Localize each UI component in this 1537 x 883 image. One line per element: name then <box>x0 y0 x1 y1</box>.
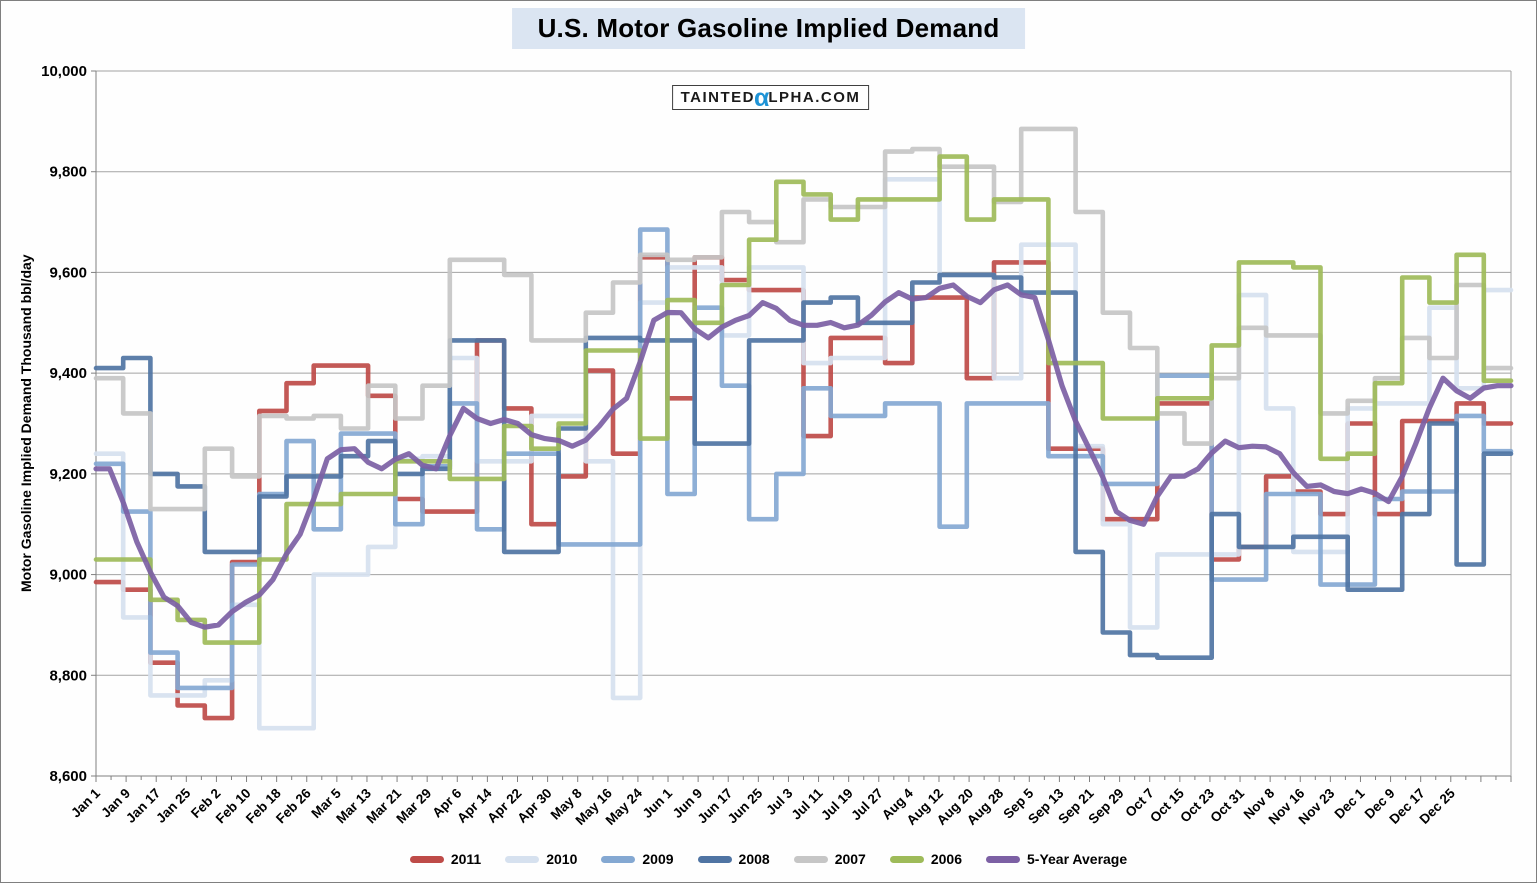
legend-swatch <box>986 855 1020 863</box>
legend-item-5-Year Average: 5-Year Average <box>986 851 1127 867</box>
x-tick-label: Jun 1 <box>640 785 676 821</box>
series-line-2010 <box>93 177 1514 731</box>
legend-label: 2009 <box>642 851 674 867</box>
legend-swatch <box>889 855 924 863</box>
series-line-2007 <box>93 126 1514 512</box>
series-line-2006 <box>93 154 1514 645</box>
series-line-5-Year Average <box>93 282 1514 630</box>
legend-label: 2007 <box>834 851 866 867</box>
chart-title: U.S. Motor Gasoline Implied Demand <box>511 8 1026 49</box>
x-tick-label: Jun 25 <box>725 785 766 826</box>
x-tick-label: Feb 26 <box>273 785 314 826</box>
series-line-2011 <box>93 255 1514 721</box>
x-tick-label: Jul 27 <box>848 786 886 824</box>
y-tick-label: 9,600 <box>49 264 87 281</box>
y-tick-label: 9,400 <box>49 365 87 382</box>
x-tick-label: Jan 1 <box>68 785 103 820</box>
y-tick-label: 10,000 <box>41 63 87 80</box>
legend-item-2008: 2008 <box>697 851 770 867</box>
legend-label: 2008 <box>738 851 770 867</box>
legend-label: 2006 <box>930 851 962 867</box>
legend-item-2010: 2010 <box>505 851 577 867</box>
legend-swatch <box>601 855 636 863</box>
chart-legend: 2011 2010 2009 2008 2007 2006 5-Year Average <box>1 846 1536 872</box>
x-tick-label: Dec 1 <box>1332 785 1368 821</box>
x-tick-label: Jan 25 <box>153 785 194 826</box>
legend-swatch <box>793 855 828 863</box>
legend-item-2006: 2006 <box>889 851 962 867</box>
y-tick-label: 9,200 <box>49 466 87 483</box>
x-tick-label: Jul 19 <box>818 786 856 824</box>
watermark-text-post: LPHA.COM <box>768 89 861 106</box>
y-tick-label: 8,600 <box>49 768 87 785</box>
legend-swatch <box>697 855 732 863</box>
legend-label: 2010 <box>546 851 578 867</box>
y-tick-label: 9,800 <box>49 164 87 181</box>
x-tick-label: Oct 31 <box>1207 785 1247 825</box>
y-tick-label: 9,000 <box>49 567 87 584</box>
legend-item-2007: 2007 <box>793 851 866 867</box>
y-tick-label: 8,800 <box>49 667 87 684</box>
legend-item-2011: 2011 <box>409 851 482 867</box>
x-tick-label: Jul 11 <box>789 785 826 822</box>
series-line-2009 <box>93 227 1514 691</box>
watermark-logo: TAINTED α LPHA.COM <box>671 83 870 112</box>
legend-label: 2011 <box>450 851 482 867</box>
x-tick-label: Apr 30 <box>514 786 554 826</box>
watermark-text-pre: TAINTED <box>680 89 755 106</box>
legend-swatch <box>409 855 444 863</box>
legend-item-2009: 2009 <box>601 851 674 867</box>
alpha-logo-glyph: α <box>753 83 770 112</box>
legend-swatch <box>505 855 540 863</box>
series-line-2008 <box>93 272 1514 660</box>
legend-label: 5-Year Average <box>1027 851 1128 867</box>
